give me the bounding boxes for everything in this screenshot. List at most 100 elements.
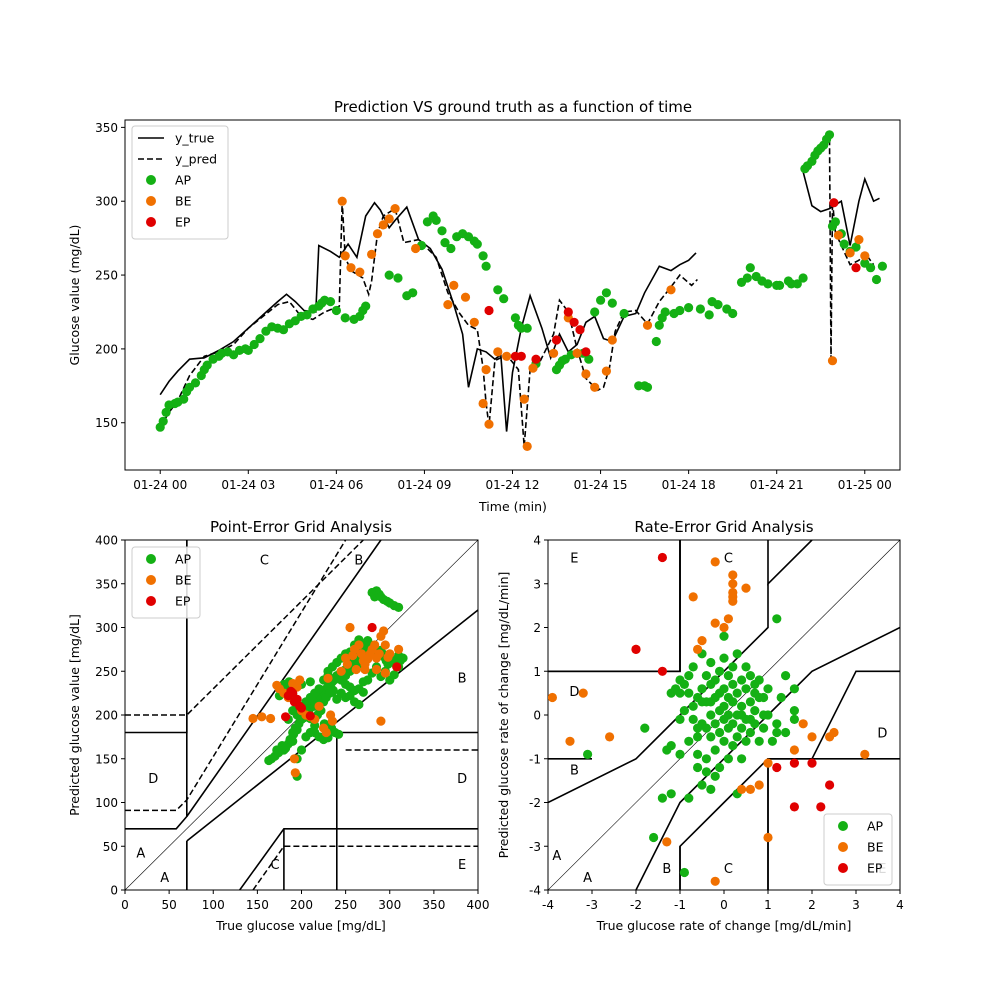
y-tick-label: -4 xyxy=(529,884,541,898)
be-point xyxy=(642,320,653,330)
x-tick-label: 01-24 15 xyxy=(574,478,628,492)
zone-boundary xyxy=(336,731,478,890)
ap-point xyxy=(437,226,447,236)
ap-point xyxy=(719,631,729,641)
ap-point xyxy=(715,666,725,676)
ap-point xyxy=(340,313,350,323)
be-point xyxy=(789,745,800,755)
zone-label: A xyxy=(583,871,592,886)
legend-label: y_true xyxy=(175,131,215,146)
be-point xyxy=(798,719,808,729)
be-point xyxy=(710,557,720,567)
x-tick-label: 1 xyxy=(764,898,772,912)
x-tick-label: 01-24 12 xyxy=(486,478,540,492)
ap-point xyxy=(408,288,418,298)
legend-marker-ap xyxy=(146,175,156,185)
x-tick-label: 01-24 03 xyxy=(221,478,275,492)
ap-point xyxy=(719,684,729,694)
y-tick-label: 50 xyxy=(103,840,118,854)
x-tick-label: -1 xyxy=(674,898,686,912)
ap-point xyxy=(737,710,747,720)
y-tick-label: 200 xyxy=(95,709,118,723)
y-tick-label: -3 xyxy=(529,840,541,854)
ap-point xyxy=(363,636,373,646)
be-point xyxy=(478,398,488,409)
ap-point xyxy=(684,793,694,803)
be-point xyxy=(581,369,591,379)
ep-point xyxy=(305,711,315,721)
ap-point xyxy=(649,832,659,843)
y-tick-label: 300 xyxy=(95,621,118,635)
ap-point xyxy=(728,662,738,672)
ap-point xyxy=(824,130,835,140)
ap-point xyxy=(715,762,725,773)
be-point xyxy=(356,649,367,659)
ap-point xyxy=(493,285,503,295)
ap-point xyxy=(723,671,734,681)
ap-point xyxy=(745,727,756,738)
be-point xyxy=(346,263,356,273)
y-tick-label: 250 xyxy=(95,665,118,679)
be-point xyxy=(376,716,386,726)
be-point xyxy=(360,664,370,675)
ep-point xyxy=(563,307,573,317)
be-point xyxy=(257,712,267,722)
be-point xyxy=(340,251,350,261)
ap-point xyxy=(781,727,791,738)
ep-point xyxy=(657,552,668,563)
ap-point xyxy=(745,697,756,707)
ap-point xyxy=(358,305,368,316)
ap-point xyxy=(389,670,399,680)
zone-boundary-dashed xyxy=(252,845,478,890)
ap-point xyxy=(737,675,747,685)
be-point xyxy=(345,622,355,633)
ap-point xyxy=(706,732,716,742)
x-tick-label: 50 xyxy=(161,898,176,912)
ap-point xyxy=(701,723,712,733)
ap-point xyxy=(651,336,661,347)
zone-label: A xyxy=(136,846,145,861)
legend-marker-ep xyxy=(838,863,848,873)
be-point xyxy=(380,640,390,650)
zone-label: D xyxy=(877,727,887,742)
ap-point xyxy=(759,692,769,703)
ap-point xyxy=(288,727,298,738)
ap-point xyxy=(288,736,298,746)
y-tick-label: 200 xyxy=(95,342,118,356)
legend-label: AP xyxy=(867,819,884,834)
ep-point xyxy=(825,780,835,790)
x-axis-label: True glucose rate of change [mg/dL/min] xyxy=(596,918,852,933)
zone-label: E xyxy=(458,858,466,873)
ap-point xyxy=(750,679,760,690)
be-point xyxy=(845,248,855,258)
be-point xyxy=(266,713,276,724)
ap-point xyxy=(763,279,773,289)
ap-point xyxy=(478,251,488,261)
legend-label: EP xyxy=(175,594,191,609)
x-tick-label: 3 xyxy=(852,898,860,912)
ap-point xyxy=(750,706,760,716)
ap-point xyxy=(394,602,404,613)
ap-point xyxy=(522,323,532,333)
legend-box xyxy=(131,125,229,240)
zone-boundary-dashed xyxy=(125,540,347,812)
ap-point xyxy=(732,732,742,742)
ap-point xyxy=(775,280,785,290)
zone-label: C xyxy=(270,858,279,873)
ep-point xyxy=(657,666,668,676)
ap-point xyxy=(675,749,685,760)
x-tick-label: 4 xyxy=(896,898,904,912)
x-tick-label: 01-24 09 xyxy=(397,478,451,492)
ap-point xyxy=(693,723,703,733)
be-point xyxy=(342,659,352,669)
zone-boundary xyxy=(186,540,382,817)
be-point xyxy=(411,243,421,254)
zone-boundary xyxy=(125,540,188,830)
y-tick-label: 350 xyxy=(95,577,118,591)
x-tick-label: 250 xyxy=(334,898,357,912)
y-tick-label: 150 xyxy=(95,416,118,430)
y-axis-label: Predicted glucose value [mg/dL] xyxy=(67,614,82,816)
be-point xyxy=(351,664,361,675)
be-point xyxy=(443,300,453,310)
y-tick-label: 100 xyxy=(95,796,118,810)
